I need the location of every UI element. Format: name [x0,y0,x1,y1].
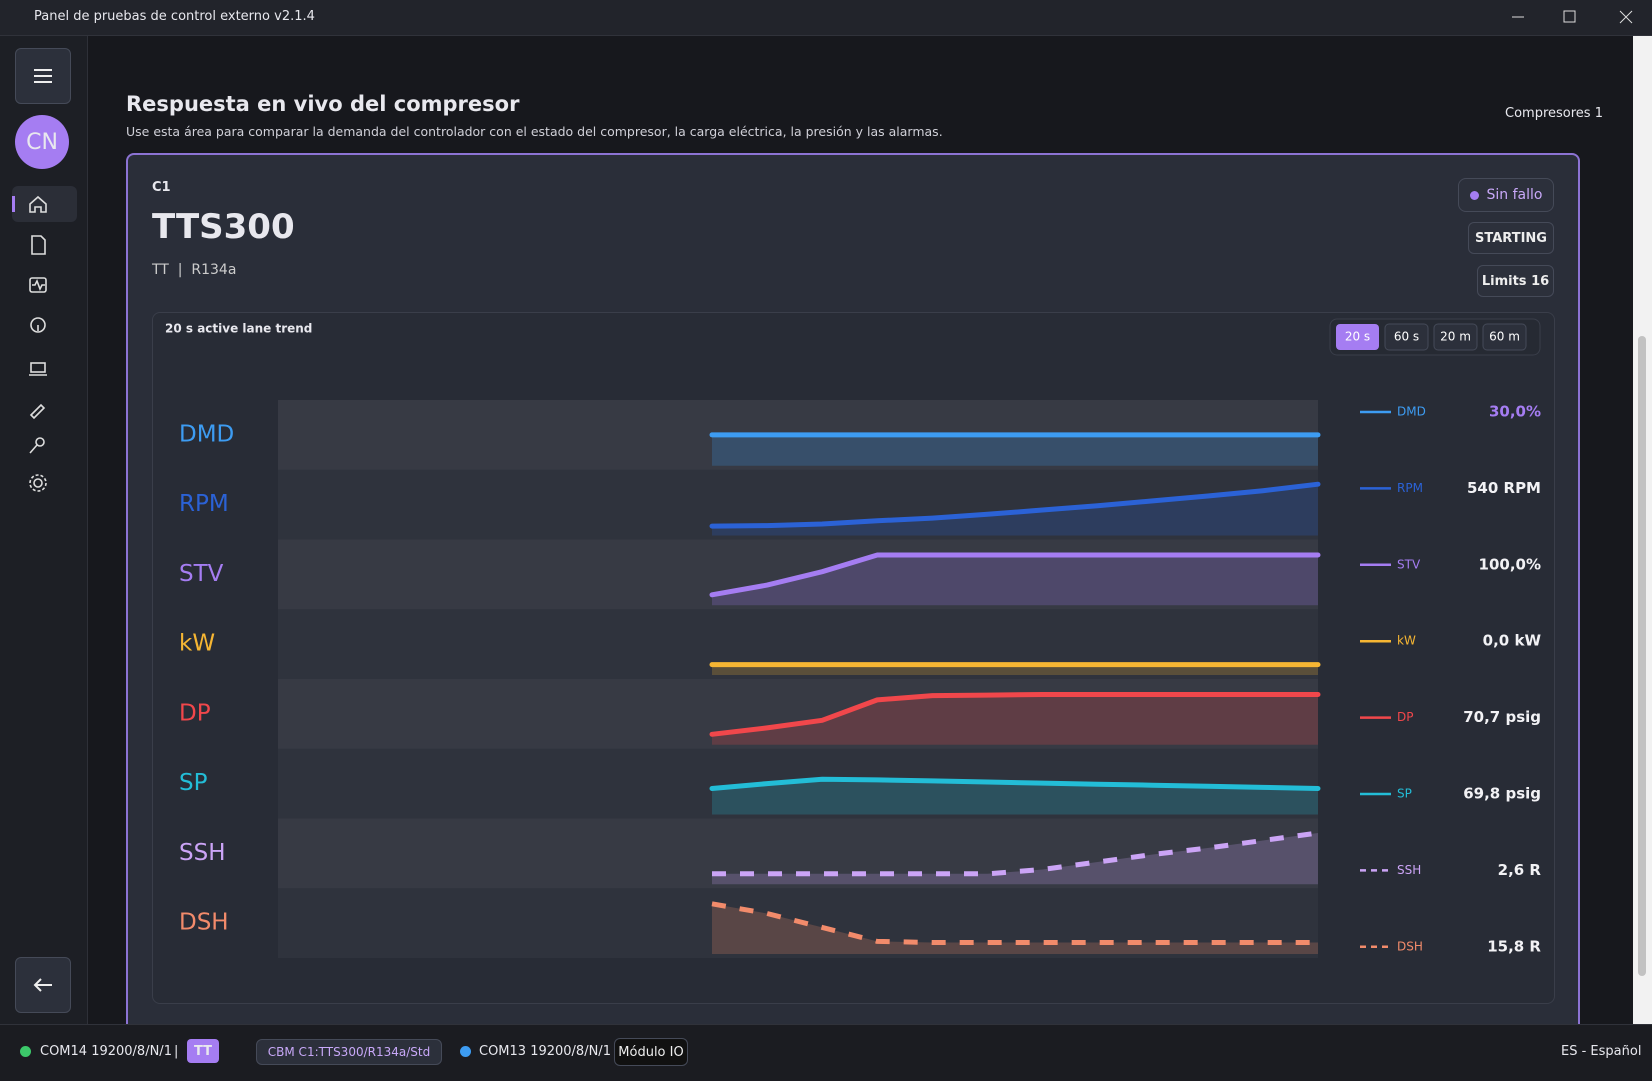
readout: 69,8 psig [1463,785,1541,803]
lane-label: SP [179,770,208,796]
legend-label: DMD [1397,405,1426,419]
status-bar: COM14 19200/8/N/1 | TT CBM C1:TTS300/R13… [0,1024,1652,1081]
lane-label: DP [179,700,211,726]
lane-line [711,901,1318,945]
legend-label: RPM [1397,481,1423,495]
range-label[interactable]: 60 s [1394,330,1419,344]
lane-label: RPM [179,491,229,517]
scrollbar[interactable] [1633,36,1652,1024]
legend-label: kW [1397,634,1416,648]
lane-line [712,830,1319,877]
page-title: Respuesta en vivo del compresor [126,92,520,116]
readout: 540 RPM [1467,479,1541,497]
range-label[interactable]: 20 s [1345,330,1370,344]
lane-area [712,555,1318,606]
lane-area [712,434,1318,466]
card-meta: TT | R134a [152,262,237,278]
trend-chart: 20 s active lane trend 20 s 60 s 20 m 60 m D… [165,318,1542,955]
readout: 15,8 R [1487,937,1541,955]
fault-badge: Sin fallo [1458,178,1554,212]
readout: 2,6 R [1498,861,1542,879]
range-button[interactable] [1482,323,1527,351]
window-controls[interactable] [1500,0,1652,35]
lane-line [709,692,1321,737]
range-button[interactable] [1384,323,1429,351]
lane-label: kW [179,631,215,657]
cbm-chip[interactable]: CBM C1:TTS300/R134a/Std [256,1039,442,1065]
lane-label: SSH [179,840,226,866]
compressor-count[interactable]: Compresores 1 [1505,106,1603,121]
state-badge: STARTING [1468,222,1554,254]
back-button[interactable] [15,957,71,1013]
lane-label: DSH [179,910,229,936]
range-label[interactable]: 20 m [1440,330,1471,344]
readout: 0,0 kW [1483,632,1542,650]
lane [278,679,1318,749]
tag[interactable]: TT [187,1039,219,1063]
lane [278,539,1318,610]
separator: | [174,1044,179,1059]
legend-label: SSH [1397,863,1421,877]
lane-line [709,481,1321,529]
port2-dot [460,1046,471,1057]
lane-area [712,779,1318,815]
title-bar: Panel de pruebas de control externo v2.1… [0,0,1652,36]
lane-area [712,664,1318,675]
language[interactable]: ES - Español [1561,1044,1642,1059]
port1-dot [20,1046,31,1057]
lane-label: STV [179,561,224,587]
readout: 70,7 psig [1463,708,1541,726]
page-subtitle: Use esta área para comparar la demanda d… [126,124,943,139]
nav-active[interactable] [12,186,77,222]
lane [278,818,1318,889]
trend-panel: 20 s active lane trend 20 s 60 s 20 m 60 m D… [152,312,1555,1004]
lane-line [709,552,1321,598]
sidebar: CN [0,36,88,1024]
nav-indicator [12,196,15,212]
lane-line [709,776,1321,791]
nav-icons[interactable] [26,192,50,532]
range-label[interactable]: 60 m [1489,330,1520,344]
window-title: Panel de pruebas de control externo v2.1… [34,9,315,24]
legend-label: SP [1397,787,1412,801]
fault-text: Sin fallo [1486,187,1543,203]
limits-badge[interactable]: Limits 16 [1477,265,1554,297]
range-button[interactable] [1336,324,1379,350]
menu-button[interactable] [15,48,71,104]
lane-label: DMD [179,421,234,447]
avatar[interactable]: CN [15,115,69,169]
port1: COM14 19200/8/N/1 [40,1044,172,1059]
legend-label: DSH [1397,939,1423,953]
range-button[interactable] [1433,323,1478,351]
lane-area [712,903,1318,954]
card-id: C1 [152,180,171,195]
readout: 100,0% [1479,555,1541,573]
chart-title: 20 s active lane trend [165,322,312,336]
legend-label: DP [1397,710,1413,724]
port2: COM13 19200/8/N/1 [479,1044,611,1059]
module-chip[interactable]: Módulo IO [614,1038,688,1066]
legend-label: STV [1397,557,1421,571]
readout: 30,0% [1489,403,1541,421]
card-model: TTS300 [152,207,295,247]
lane-area [712,833,1318,885]
scroll-thumb[interactable] [1638,336,1646,976]
